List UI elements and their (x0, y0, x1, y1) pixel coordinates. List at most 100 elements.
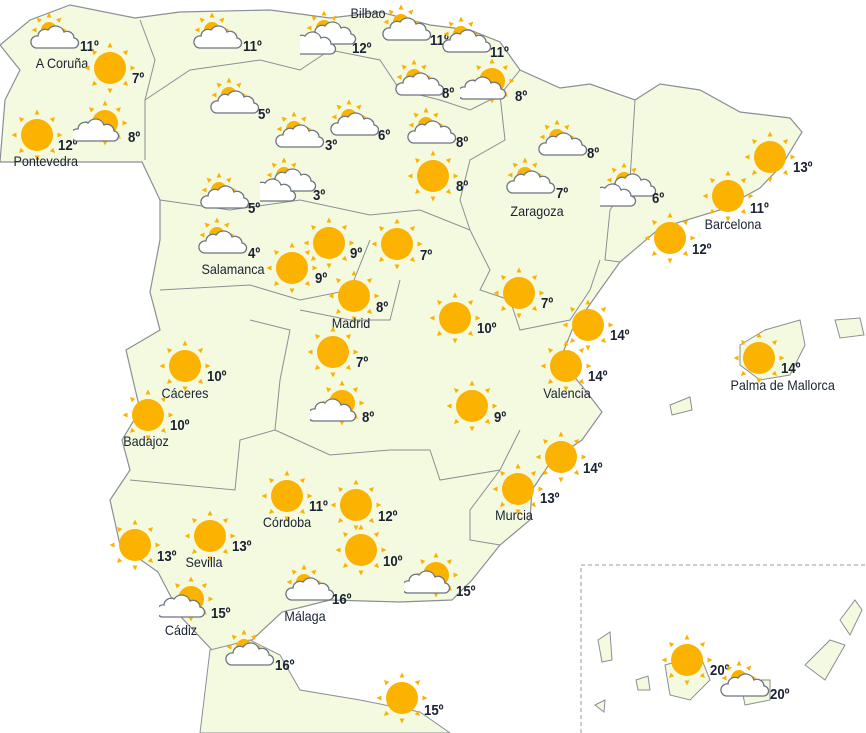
temperature: 8º (442, 85, 455, 102)
temperature: 16º (275, 657, 295, 674)
temperature: 8º (587, 145, 600, 162)
sun-cloud-icon (506, 157, 556, 194)
temperature: 12º (692, 241, 712, 258)
sun-two-clouds-icon (600, 162, 657, 207)
temperature: 7º (356, 354, 369, 371)
temperature: 13º (232, 538, 252, 555)
sun-cloud-icon (198, 217, 248, 254)
sun-cloud-icon (210, 77, 260, 114)
sun-icon (702, 170, 754, 222)
temperature: 14º (781, 360, 801, 377)
sun-icon (446, 380, 498, 432)
temperature: 5º (248, 200, 261, 217)
sun-icon (330, 479, 382, 531)
sun-icon (733, 332, 785, 384)
temperature: 5º (258, 106, 271, 123)
sun-icon (371, 218, 423, 270)
city-label: Pontevedra (13, 153, 78, 169)
sun-icon (493, 267, 545, 319)
sun-icon (307, 326, 359, 378)
city-label: Murcia (495, 507, 533, 523)
city-label: Badajoz (123, 433, 169, 449)
ibiza (669, 396, 693, 416)
temperature: 9º (494, 409, 507, 426)
sun-icon (407, 150, 459, 202)
canary-islands-frame (580, 564, 866, 733)
sun-icon (535, 431, 587, 483)
temperature: 12º (58, 137, 78, 154)
sun-two-clouds-icon (260, 157, 317, 202)
sun-icon (303, 217, 355, 269)
temperature: 13º (793, 159, 813, 176)
city-label: Málaga (284, 608, 326, 624)
city-label: Zaragoza (510, 203, 564, 219)
temperature: 11º (750, 200, 769, 217)
sun-icon (122, 389, 174, 441)
sun-icon (109, 519, 161, 571)
sun-small-cloud-icon (460, 58, 515, 104)
temperature: 15º (456, 583, 476, 600)
temperature: 14º (588, 368, 608, 385)
sun-icon (84, 42, 136, 94)
sun-icon (11, 109, 63, 161)
temperature: 8º (515, 88, 528, 105)
sun-small-cloud-icon (73, 100, 128, 146)
sun-cloud-icon (407, 107, 457, 144)
city-label: Bilbao (350, 5, 386, 21)
temperature: 15º (211, 605, 231, 622)
temperature: 8º (376, 299, 389, 316)
sun-icon (562, 299, 614, 351)
sun-small-cloud-icon (404, 552, 459, 598)
temperature: 16º (332, 591, 352, 608)
region-borders (129, 19, 636, 546)
sun-cloud-icon (285, 564, 335, 601)
temperature: 6º (378, 127, 391, 144)
sun-cloud-icon (442, 16, 492, 53)
city-label: Sevilla (185, 554, 223, 570)
temperature: 14º (583, 460, 603, 477)
sun-icon (261, 470, 313, 522)
sun-cloud-icon (395, 59, 445, 96)
temperature: 8º (456, 178, 469, 195)
sun-small-cloud-icon (310, 380, 365, 426)
temperature: 20º (710, 662, 730, 679)
temperature: 20º (770, 686, 790, 703)
temperature: 4º (248, 245, 261, 262)
sun-icon (540, 340, 592, 392)
sun-icon (328, 270, 380, 322)
temperature: 13º (157, 548, 177, 565)
temperature: 3º (313, 187, 326, 204)
sun-icon (376, 672, 428, 724)
sun-icon (159, 340, 211, 392)
sun-icon (184, 510, 236, 562)
temperature: 8º (128, 129, 141, 146)
city-label: Madrid (331, 315, 371, 331)
temperature: 11º (243, 38, 262, 55)
menorca (834, 317, 865, 339)
sun-icon (644, 212, 696, 264)
temperature: 11º (490, 44, 509, 61)
temperature: 7º (541, 295, 554, 312)
sun-icon (266, 242, 318, 294)
temperature: 7º (556, 185, 569, 202)
city-label: Córdoba (262, 514, 312, 530)
sun-cloud-icon (330, 99, 380, 136)
temperature: 12º (378, 508, 398, 525)
sun-icon (661, 634, 713, 686)
temperature: 9º (350, 245, 363, 262)
temperature: 14º (610, 327, 630, 344)
sun-icon (335, 524, 387, 576)
temperature: 12º (352, 40, 372, 57)
spain-mainland (0, 4, 803, 651)
temperature: 8º (456, 134, 469, 151)
sun-icon (492, 463, 544, 515)
temperature: 3º (325, 137, 338, 154)
sun-two-clouds-icon (300, 10, 357, 55)
temperature: 9º (315, 270, 328, 287)
sun-cloud-icon (538, 119, 588, 156)
sun-icon (744, 131, 796, 183)
city-label: Barcelona (704, 216, 762, 232)
city-label: Salamanca (201, 261, 265, 277)
sun-small-cloud-icon (159, 576, 214, 622)
